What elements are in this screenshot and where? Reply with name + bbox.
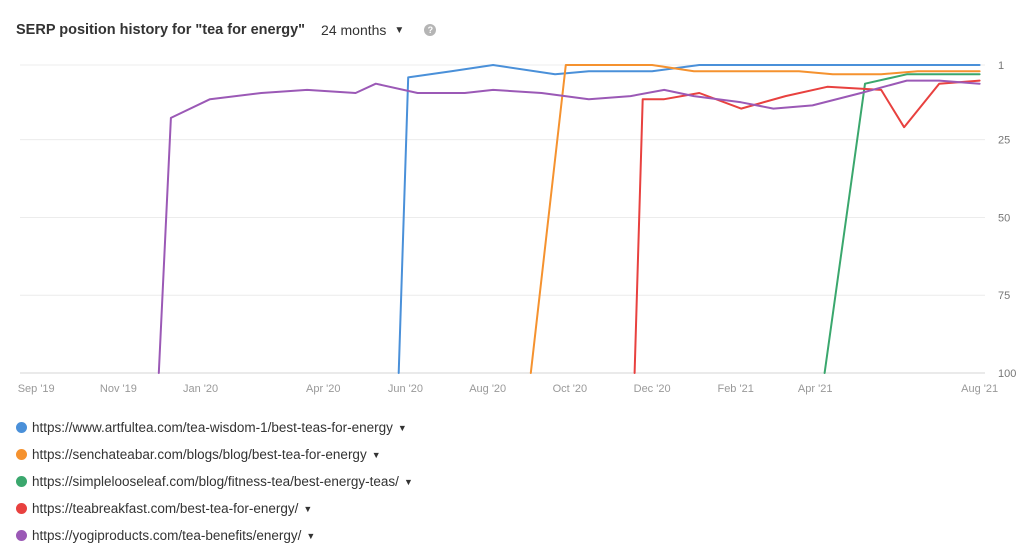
chart-header: SERP position history for "tea for energ…	[16, 20, 437, 40]
x-tick-label: Feb '21	[717, 383, 753, 395]
caret-down-icon[interactable]: ▼	[403, 476, 413, 487]
legend-label: https://www.artfultea.com/tea-wisdom-1/b…	[32, 420, 393, 435]
x-tick-label: Apr '21	[798, 383, 833, 395]
legend-label: https://senchateabar.com/blogs/blog/best…	[32, 447, 367, 462]
legend-item[interactable]: https://teabreakfast.com/best-tea-for-en…	[16, 495, 413, 522]
series-line	[633, 79, 981, 374]
series-line	[397, 64, 981, 374]
caret-down-icon[interactable]: ▼	[371, 449, 381, 460]
caret-down-icon[interactable]: ▼	[303, 503, 313, 514]
caret-down-icon: ▼	[394, 24, 405, 36]
caret-down-icon[interactable]: ▼	[397, 422, 407, 433]
x-tick-label: Jun '20	[388, 383, 423, 395]
legend-label: https://teabreakfast.com/best-tea-for-en…	[32, 501, 299, 516]
range-label: 24 months	[321, 22, 387, 38]
series-color-dot	[16, 503, 27, 514]
chart-title: SERP position history for "tea for energ…	[16, 22, 306, 38]
x-tick-label: Aug '21	[961, 383, 998, 395]
x-tick-label: Apr '20	[306, 383, 341, 395]
y-tick-label: 1	[998, 60, 1004, 72]
y-tick-label: 25	[998, 135, 1010, 147]
y-tick-label: 50	[998, 212, 1010, 224]
x-tick-label: Dec '20	[634, 383, 671, 395]
series-color-dot	[16, 449, 27, 460]
legend-item[interactable]: https://senchateabar.com/blogs/blog/best…	[16, 441, 413, 468]
series-color-dot	[16, 422, 27, 433]
x-tick-label: Nov '19	[100, 383, 137, 395]
range-dropdown[interactable]: 24 months ▼	[321, 22, 404, 38]
chart-legend: https://www.artfultea.com/tea-wisdom-1/b…	[16, 414, 413, 549]
series-color-dot	[16, 530, 27, 541]
series-line	[529, 64, 981, 374]
y-tick-label: 100	[998, 368, 1016, 380]
legend-label: https://yogiproducts.com/tea-benefits/en…	[32, 528, 302, 543]
x-tick-label: Oct '20	[553, 383, 588, 395]
x-tick-label: Jan '20	[183, 383, 218, 395]
series-color-dot	[16, 476, 27, 487]
legend-item[interactable]: https://simplelooseleaf.com/blog/fitness…	[16, 468, 413, 495]
serp-position-chart: 1 25 50 75 100 Sep '19 Nov '19 Jan '20 Apr '20 Ju…	[18, 60, 1017, 395]
series-line	[157, 79, 981, 374]
y-tick-label: 75	[998, 290, 1010, 302]
legend-label: https://simplelooseleaf.com/blog/fitness…	[32, 474, 399, 489]
caret-down-icon[interactable]: ▼	[306, 530, 316, 541]
legend-item[interactable]: https://www.artfultea.com/tea-wisdom-1/b…	[16, 414, 413, 441]
series-line	[823, 73, 981, 374]
x-tick-label: Sep '19	[18, 383, 55, 395]
help-icon[interactable]: ?	[424, 24, 437, 36]
legend-item[interactable]: https://yogiproducts.com/tea-benefits/en…	[16, 522, 413, 549]
x-tick-label: Aug '20	[469, 383, 506, 395]
